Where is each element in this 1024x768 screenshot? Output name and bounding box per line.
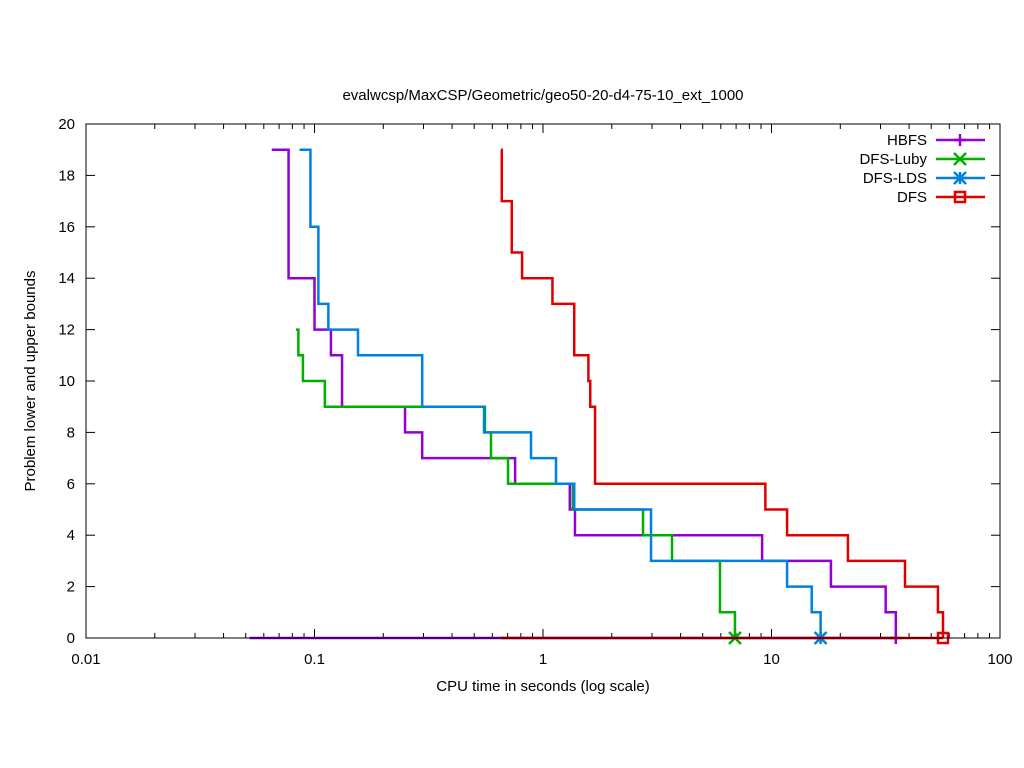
series-layer [249,148,950,645]
x-tick-label: 10 [763,651,780,668]
legend-marker [953,171,967,185]
y-tick-label: 14 [58,270,75,287]
x-tick-label: 0.01 [71,651,100,668]
legend-item-hbfs: HBFS [887,132,985,149]
y-tick-label: 8 [67,424,75,441]
series-upper-bound-line [299,148,822,638]
axis-ticks: 0.01 0.1 1 10 100 0 2 4 6 8 10 12 14 16 18 20 [58,116,1012,668]
legend-label: DFS [897,189,927,206]
y-tick-label: 4 [67,527,75,544]
legend-label: DFS-Luby [859,151,927,168]
series-dfs-lds [299,148,828,645]
y-tick-label: 20 [58,116,75,133]
chart-title: evalwcsp/MaxCSP/Geometric/geo50-20-d4-75… [342,87,743,104]
plot-frame [85,123,1001,639]
legend-label: DFS-LDS [863,170,927,187]
legend-marker [953,190,967,204]
legend-label: HBFS [887,132,927,149]
legend-marker [953,152,967,166]
y-axis-label: Problem lower and upper bounds [22,271,39,492]
y-tick-label: 2 [67,579,75,596]
y-tick-label: 10 [58,373,75,390]
legend: HBFS DFS-Luby DFS-LDS DFS [859,132,985,206]
series-dfs-luby [296,328,742,645]
x-tick-label: 0.1 [304,651,325,668]
x-tick-label: 1 [539,651,547,668]
series-dfs [500,148,950,645]
legend-item-dfs-luby: DFS-Luby [859,151,985,168]
series-upper-bound-line [271,148,898,638]
legend-marker [954,134,966,146]
series-hbfs [249,148,902,644]
y-tick-label: 18 [58,167,75,184]
y-tick-label: 6 [67,476,75,493]
x-axis-label: CPU time in seconds (log scale) [436,678,649,695]
series-upper-bound-line [500,148,945,638]
y-tick-label: 16 [58,219,75,236]
y-tick-label: 12 [58,322,75,339]
y-tick-label: 0 [67,630,75,647]
legend-item-dfs-lds: DFS-LDS [863,170,985,187]
legend-item-dfs: DFS [897,189,985,206]
x-tick-label: 100 [987,651,1012,668]
